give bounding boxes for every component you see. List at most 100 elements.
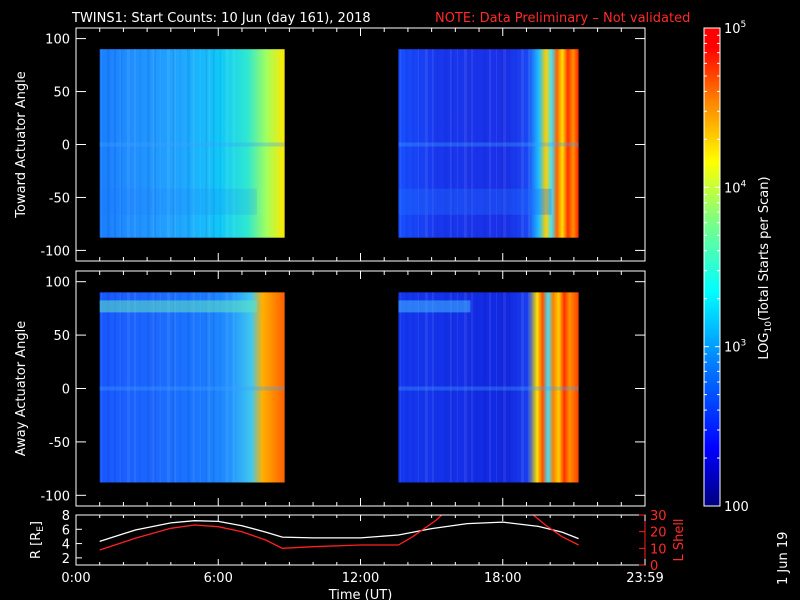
eph-xtick-label: 18:00	[484, 571, 521, 586]
toward-block-fill	[398, 49, 579, 238]
toward-block-stripe	[431, 49, 434, 238]
cbar-label-sub: 10	[764, 321, 774, 333]
toward-zero-band	[99, 142, 285, 147]
toward-block-stripe	[166, 49, 170, 238]
cbar-tick-exp: 3	[741, 339, 747, 349]
toward-ylabel: Toward Actuator Angle	[14, 71, 29, 218]
toward-block-stripe	[99, 49, 101, 238]
away-block-stripe	[399, 292, 401, 483]
toward-block-stripe	[417, 49, 419, 238]
toward-block-stripe	[186, 49, 190, 238]
toward-block-stripe	[451, 49, 454, 238]
away-block-stripe	[463, 292, 467, 483]
toward-block-stripe	[449, 49, 452, 238]
away-zero-band	[99, 386, 285, 391]
away-block-stripe	[521, 292, 525, 483]
away-block-stripe	[469, 292, 472, 483]
away-block-stripe	[192, 292, 195, 483]
eph-xtick-label: 6:00	[204, 571, 233, 586]
eph-ytick-label: 8	[62, 509, 70, 524]
away-block-stripe	[154, 292, 157, 483]
cbar-tick-exp: 5	[741, 20, 747, 30]
cbar-label-rest: (Total Starts per Scan)	[757, 176, 772, 321]
away-block-stripe	[99, 292, 101, 483]
colorbar-gradient	[703, 27, 721, 507]
toward-block-stripe	[398, 49, 400, 238]
toward-block-stripe	[126, 49, 130, 238]
toward-block-stripe	[521, 49, 525, 238]
away-block-stripe	[431, 292, 434, 483]
toward-lower-band	[398, 188, 552, 215]
away-block-stripe	[219, 292, 221, 483]
toward-block-stripe	[121, 49, 123, 238]
away-ytick-label: -50	[49, 436, 70, 451]
away-block-stripe	[515, 292, 517, 483]
away-ytick-label: 0	[62, 383, 70, 398]
toward-block-2	[398, 49, 579, 238]
toward-block-stripe	[501, 49, 505, 238]
away-block-stripe	[126, 292, 130, 483]
toward-block-stripe	[463, 49, 467, 238]
away-ytick-label: 50	[53, 329, 70, 344]
toward-block-stripe	[444, 49, 448, 238]
eph-ylabel-sub: E	[36, 526, 46, 532]
toward-zero-band	[398, 142, 579, 147]
toward-block-stripe	[515, 49, 517, 238]
toward-block-stripe	[488, 49, 491, 238]
toward-block-stripe	[476, 49, 478, 238]
away-block-stripe	[488, 292, 491, 483]
cbar-tick-label: 104	[724, 179, 747, 196]
colorbar-label: LOG10(Total Starts per Scan)	[757, 176, 774, 359]
away-block-stripe	[186, 292, 190, 483]
toward-block-fill	[99, 49, 285, 238]
away-ytick-label: 100	[45, 276, 70, 291]
away-block-stripe	[119, 292, 121, 483]
away-panel: -100 -50 0 50 100 Away Actuator Angle	[14, 270, 646, 507]
toward-block-stripe	[232, 49, 235, 238]
away-block-stripe	[437, 292, 439, 483]
toward-block-stripe	[424, 49, 428, 238]
ephemeris-frame	[75, 514, 646, 566]
toward-block-stripe	[483, 49, 487, 238]
toward-block-stripe	[470, 49, 473, 238]
toward-block-stripe	[146, 49, 150, 238]
eph-ytick-label: 2	[62, 552, 70, 567]
toward-block-stripe	[119, 49, 121, 238]
toward-block-stripe	[412, 49, 415, 238]
away-block-2	[398, 292, 579, 483]
away-block-stripe	[470, 292, 473, 483]
cbar-tick-exp: 4	[741, 179, 747, 189]
toward-block-stripe	[502, 49, 506, 238]
ephemeris-series-2	[99, 515, 443, 551]
away-block-stripe	[476, 292, 478, 483]
away-block-stripe	[199, 292, 201, 483]
toward-block-stripe	[399, 49, 401, 238]
toward-ytick-label: -50	[49, 191, 70, 206]
toward-lower-band	[99, 188, 257, 215]
toward-block-stripe	[159, 49, 161, 238]
away-block-1	[99, 292, 285, 483]
toward-block-stripe	[508, 49, 511, 238]
toward-block-stripe	[134, 49, 137, 238]
away-block-stripe	[172, 292, 175, 483]
toward-block-stripe	[206, 49, 210, 238]
away-block-stripe	[212, 292, 215, 483]
away-block-stripe	[527, 292, 530, 483]
away-block-stripe	[398, 292, 400, 483]
away-block-stripe	[449, 292, 452, 483]
toward-block-stripe	[199, 49, 201, 238]
toward-ytick-label: 0	[62, 139, 70, 154]
figure-title: TWINS1: Start Counts: 10 Jun (day 161), …	[71, 11, 371, 26]
colorbar-ticks: 100 103 104 105	[704, 20, 749, 515]
cbar-tick-label: 105	[724, 20, 746, 37]
away-block-stripe	[134, 292, 137, 483]
toward-block-stripe	[225, 49, 229, 238]
away-block-stripe	[205, 292, 209, 483]
toward-block-stripe	[154, 49, 157, 238]
cbar-tick-label: 103	[724, 339, 746, 356]
away-ylabel: Away Actuator Angle	[14, 321, 29, 456]
away-block-stripe	[152, 292, 155, 483]
